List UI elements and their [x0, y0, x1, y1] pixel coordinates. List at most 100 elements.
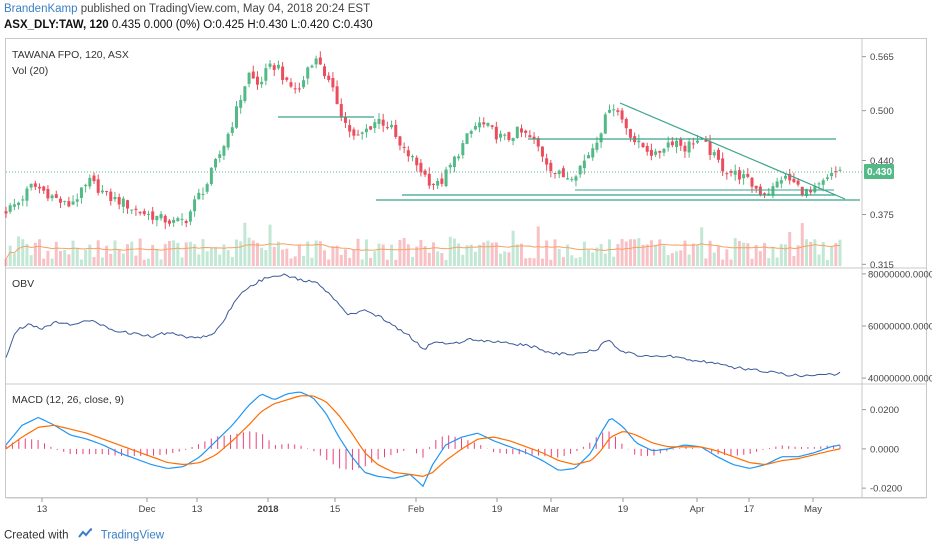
volume-bar [209, 247, 213, 266]
time-tick-label: 19 [492, 504, 503, 515]
volume-bar [130, 241, 134, 266]
volume-bar [197, 254, 201, 266]
obv-tick-label: 80000000.0000 [868, 269, 932, 280]
candle-body [12, 204, 16, 207]
volume-bar [691, 243, 695, 266]
candle-body [582, 160, 586, 169]
volume-bar [612, 256, 616, 266]
candle-body [624, 118, 628, 129]
volume-bar [804, 239, 808, 266]
volume-bar [540, 258, 544, 266]
author-link[interactable]: BrandenKamp [4, 3, 78, 15]
volume-bar [251, 240, 255, 266]
macd-tick-label: 0.0000 [870, 444, 899, 455]
price-tick-label: 0.375 [870, 210, 894, 221]
time-tick-label: Feb [408, 504, 424, 515]
volume-bar [17, 236, 21, 266]
volume-bar [737, 241, 741, 266]
candle-body [436, 180, 440, 186]
candle-body [4, 211, 8, 214]
candle-body [834, 171, 838, 173]
volume-bar [566, 244, 570, 266]
volume-bar [193, 244, 197, 266]
volume-ma-line [5, 243, 841, 260]
candle-body [29, 183, 33, 188]
volume-bar [297, 245, 301, 266]
candle-body [285, 77, 289, 80]
volume-bar [582, 241, 586, 266]
volume-bar [29, 255, 33, 266]
candle-body [641, 143, 645, 148]
volume-bar [700, 227, 704, 266]
candle-body [318, 57, 322, 65]
candle-body [746, 173, 750, 177]
volume-bar [188, 241, 192, 266]
volume-bar [821, 241, 825, 266]
volume-bar [58, 251, 62, 266]
volume-bar [662, 245, 666, 266]
volume-bar [306, 241, 310, 266]
candle-body [553, 173, 557, 175]
volume-bar [67, 254, 71, 266]
tradingview-link[interactable]: TradingView [100, 529, 165, 542]
volume-bar [126, 244, 130, 266]
price-tick-label: 0.315 [870, 260, 894, 271]
candle-body [218, 154, 222, 158]
volume-bar [620, 239, 624, 266]
candle-body [528, 135, 532, 138]
volume-bar [528, 257, 532, 266]
volume-bar [545, 240, 549, 266]
candle-body [364, 128, 368, 133]
candle-body [402, 146, 406, 148]
volume-bar [360, 259, 364, 266]
volume-bar [499, 253, 503, 266]
volume-bar [599, 243, 603, 266]
candle-body [415, 157, 419, 166]
candle-body [180, 218, 184, 220]
candle-body [679, 139, 683, 146]
volume-bar [314, 240, 318, 266]
candle-body [784, 175, 788, 179]
volume-bar [440, 253, 444, 266]
volume-bar [511, 230, 515, 266]
candle-body [750, 177, 754, 187]
volume-bar [167, 240, 171, 266]
candle-body [771, 186, 775, 196]
volume-bar [729, 259, 733, 266]
candle-body [566, 178, 570, 180]
candle-body [17, 202, 21, 206]
volume-bar [71, 240, 75, 266]
volume-bar [725, 249, 729, 266]
candle-body [264, 68, 268, 81]
volume-bar [465, 245, 469, 266]
volume-bar [121, 253, 125, 266]
candle-body [800, 186, 804, 195]
volume-bar [230, 256, 234, 266]
candle-body [411, 156, 415, 158]
candle-body [25, 188, 29, 201]
volume-bar [163, 244, 167, 266]
candle-body [536, 138, 540, 147]
volume-bar [616, 244, 620, 266]
time-tick-label: May [804, 504, 822, 515]
volume-bar [46, 250, 50, 266]
time-tick-label: 13 [37, 504, 48, 515]
candle-body [574, 176, 578, 181]
trendline-descending[interactable] [619, 102, 846, 200]
volume-bar [767, 258, 771, 266]
candle-body [473, 125, 477, 130]
candle-body [105, 191, 109, 193]
candle-body [838, 169, 842, 171]
candle-body [117, 197, 121, 205]
trendlines[interactable] [278, 102, 860, 201]
volume-bar [763, 242, 767, 266]
volume-bar [381, 244, 385, 266]
tradingview-logo-icon[interactable] [77, 528, 94, 543]
volume-bar [8, 245, 12, 266]
candle-body [54, 194, 58, 198]
candle-body [188, 211, 192, 222]
candle-body [394, 124, 398, 137]
candle-body [247, 72, 251, 84]
volume-bar [427, 252, 431, 266]
